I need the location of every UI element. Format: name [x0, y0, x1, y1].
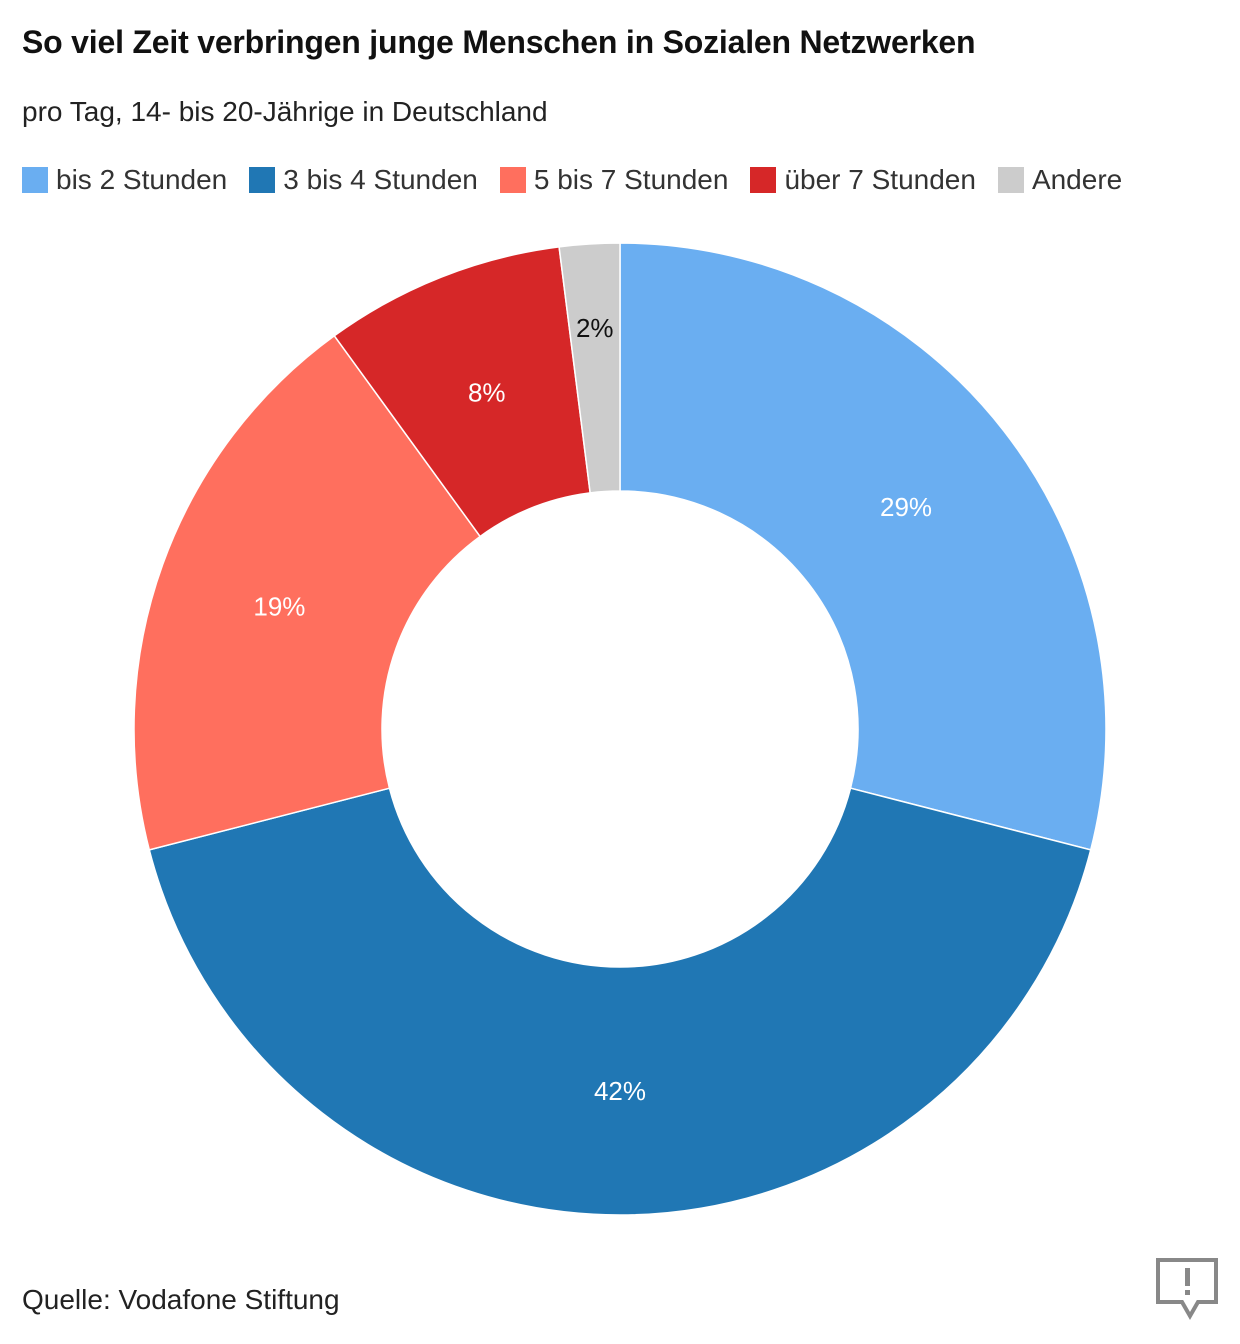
- donut-slice: [133, 334, 482, 851]
- legend-item: 3 bis 4 Stunden: [249, 164, 478, 196]
- legend-label: 3 bis 4 Stunden: [283, 164, 478, 195]
- legend-swatch: [249, 167, 276, 193]
- legend-item: über 7 Stunden: [750, 164, 976, 196]
- legend: bis 2 Stunden 3 bis 4 Stunden 5 bis 7 Stun…: [22, 164, 1144, 196]
- legend-swatch: [997, 167, 1024, 193]
- slice-data-label: 29%: [880, 492, 932, 522]
- slice-data-label: 2%: [576, 313, 614, 343]
- slice-data-label: 19%: [253, 591, 305, 621]
- legend-item: 5 bis 7 Stunden: [499, 164, 729, 196]
- source-note: Quelle: Vodafone Stiftung: [22, 1284, 340, 1315]
- legend-label: 5 bis 7 Stunden: [533, 164, 729, 195]
- legend-swatch: [22, 167, 48, 193]
- donut-slice: [148, 787, 1092, 1216]
- legend-label: Andere: [1031, 164, 1123, 195]
- legend-item: Andere: [997, 164, 1123, 196]
- slice-data-label: 8%: [468, 377, 506, 407]
- legend-swatch: [499, 167, 526, 193]
- donut-slice: [558, 242, 621, 494]
- donut-slice: [619, 242, 1107, 851]
- legend-swatch: [750, 167, 777, 193]
- chart-title: So viel Zeit verbringen junge Menschen i…: [22, 24, 976, 60]
- speech-bubble-exclamation-icon: [1154, 1256, 1220, 1327]
- slice-data-label: 42%: [594, 1076, 646, 1106]
- chart-subtitle: pro Tag, 14- bis 20-Jährige in Deutschla…: [22, 96, 548, 127]
- legend-label: bis 2 Stunden: [56, 164, 228, 195]
- legend-label: über 7 Stunden: [784, 164, 976, 195]
- legend-item: bis 2 Stunden: [22, 164, 227, 196]
